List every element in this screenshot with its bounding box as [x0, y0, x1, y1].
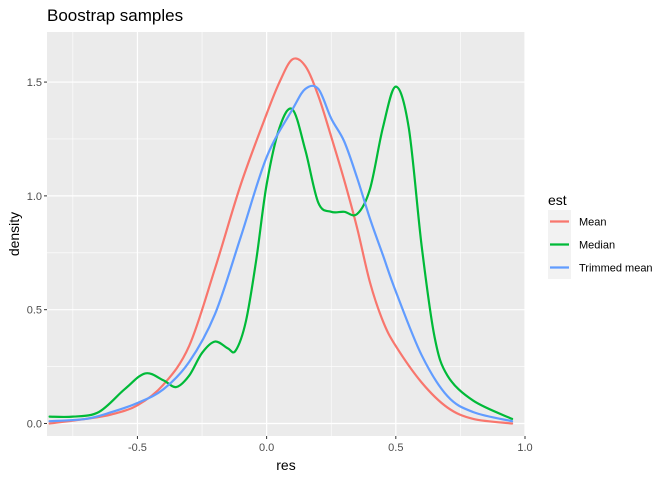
major-gridlines — [47, 32, 526, 436]
x-tick-label: -0.5 — [128, 442, 147, 454]
series-line-median — [48, 85, 514, 421]
legend-label: Median — [579, 240, 615, 252]
y-tick-label: 1.5 — [27, 77, 42, 89]
series-lines — [48, 57, 514, 425]
chart-title: Boostrap samples — [47, 6, 183, 25]
legend-items: Mean Median Trimmed mean — [548, 210, 653, 279]
y-tick-label: 0.0 — [27, 418, 42, 430]
legend-title: est — [548, 192, 567, 208]
x-tick-label: 0.0 — [259, 442, 274, 454]
y-tick-label: 0.5 — [27, 305, 42, 317]
plot-panel — [47, 32, 525, 436]
x-tick-label: 0.5 — [388, 442, 403, 454]
x-tick-label: 1.0 — [517, 442, 532, 454]
series-line-trimmed-mean — [48, 84, 514, 423]
x-axis-ticks: -0.5 0.0 0.5 1.0 — [128, 436, 533, 454]
x-axis-title: res — [276, 457, 295, 473]
series-line-mean — [48, 57, 514, 425]
minor-gridlines — [47, 32, 525, 436]
y-tick-label: 1.0 — [27, 191, 42, 203]
y-axis-title: density — [6, 212, 22, 256]
legend: est Mean Median Trimmed mean — [548, 192, 653, 279]
y-axis-ticks: 0.0 0.5 1.0 1.5 — [27, 77, 47, 430]
legend-label: Trimmed mean — [579, 263, 653, 275]
legend-label: Mean — [579, 217, 607, 229]
